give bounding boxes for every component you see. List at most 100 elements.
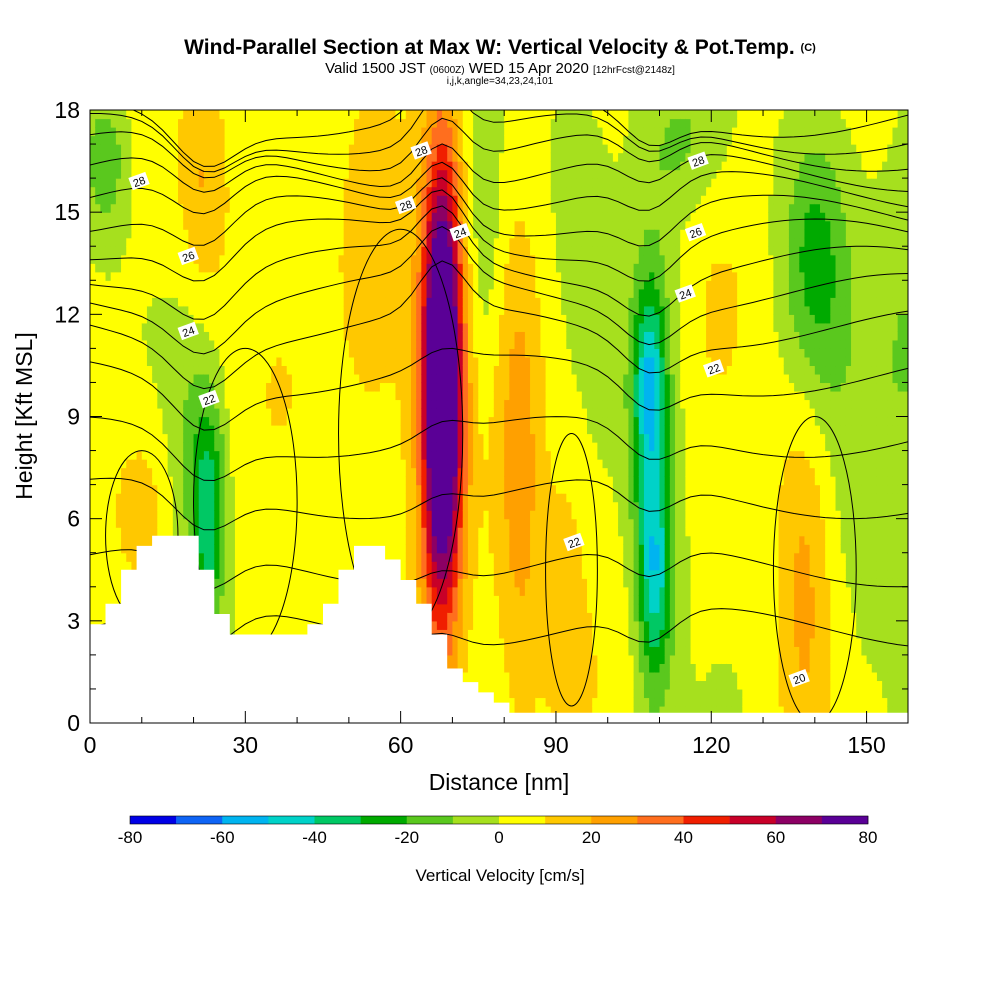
velocity-cell — [291, 135, 298, 145]
velocity-cell — [157, 237, 164, 247]
velocity-cell — [410, 459, 417, 469]
velocity-cell — [90, 314, 96, 324]
velocity-cell — [234, 314, 241, 324]
velocity-cell — [229, 127, 236, 137]
velocity-cell — [172, 467, 179, 477]
velocity-cell — [338, 297, 345, 307]
velocity-cell — [214, 544, 221, 554]
velocity-cell — [121, 314, 127, 324]
velocity-cell — [203, 433, 210, 443]
velocity-cell — [369, 271, 376, 281]
velocity-cell — [266, 603, 272, 613]
velocity-cell — [162, 416, 169, 426]
velocity-cell — [307, 527, 314, 537]
velocity-cell — [442, 110, 448, 120]
velocity-cell — [115, 246, 122, 256]
velocity-cell — [328, 527, 334, 537]
velocity-cell — [348, 510, 355, 520]
velocity-cell — [260, 442, 267, 452]
velocity-cell — [302, 603, 309, 613]
velocity-cell — [90, 544, 96, 554]
velocity-cell — [354, 442, 360, 452]
velocity-cell — [421, 382, 428, 392]
velocity-cell — [410, 501, 417, 511]
velocity-cell — [224, 561, 231, 571]
velocity-cell — [317, 518, 324, 528]
velocity-cell — [328, 373, 334, 384]
velocity-cell — [152, 390, 158, 401]
velocity-cell — [260, 127, 267, 137]
velocity-cell — [410, 390, 417, 401]
velocity-cell — [100, 271, 107, 281]
velocity-cell — [291, 322, 298, 332]
velocity-cell — [245, 365, 252, 375]
velocity-cell — [307, 561, 314, 571]
velocity-cell — [198, 229, 205, 239]
velocity-cell — [245, 305, 252, 315]
velocity-cell — [400, 229, 407, 239]
velocity-cell — [110, 348, 117, 358]
velocity-cell — [322, 280, 329, 290]
velocity-cell — [374, 493, 381, 503]
velocity-cell — [322, 220, 329, 230]
velocity-cell — [224, 425, 231, 435]
velocity-cell — [400, 442, 407, 452]
velocity-cell — [421, 578, 428, 588]
velocity-cell — [131, 305, 138, 315]
velocity-cell — [178, 212, 184, 222]
velocity-cell — [405, 297, 412, 307]
velocity-cell — [410, 433, 417, 443]
velocity-cell — [214, 450, 221, 460]
velocity-cell — [110, 561, 117, 571]
velocity-cell — [348, 314, 355, 324]
velocity-cell — [312, 118, 319, 128]
velocity-cell — [297, 331, 303, 341]
velocity-cell — [322, 493, 329, 503]
velocity-cell — [224, 476, 231, 486]
velocity-cell — [338, 442, 345, 452]
velocity-cell — [240, 501, 246, 511]
velocity-cell — [110, 322, 117, 332]
velocity-cell — [141, 229, 148, 239]
velocity-cell — [338, 305, 345, 315]
velocity-cell — [141, 442, 148, 452]
velocity-cell — [198, 356, 205, 367]
velocity-cell — [359, 169, 365, 179]
velocity-cell — [209, 135, 215, 145]
velocity-cell — [379, 450, 386, 460]
velocity-cell — [115, 365, 122, 375]
velocity-cell — [338, 195, 345, 205]
velocity-cell — [390, 510, 397, 520]
velocity-cell — [379, 399, 386, 409]
velocity-cell — [436, 144, 443, 154]
velocity-cell — [224, 373, 231, 384]
velocity-cell — [178, 407, 184, 418]
velocity-cell — [234, 382, 241, 392]
velocity-cell — [410, 450, 417, 460]
velocity-cell — [209, 450, 215, 460]
velocity-cell — [126, 535, 133, 545]
velocity-cell — [276, 450, 283, 460]
velocity-cell — [276, 365, 283, 375]
velocity-cell — [157, 263, 164, 273]
velocity-cell — [395, 433, 402, 443]
velocity-cell — [110, 569, 117, 579]
velocity-cell — [240, 195, 246, 205]
velocity-cell — [291, 356, 298, 367]
velocity-cell — [95, 399, 101, 409]
velocity-cell — [126, 501, 133, 511]
velocity-cell — [105, 476, 112, 486]
velocity-cell — [395, 399, 402, 409]
velocity-cell — [240, 425, 246, 435]
velocity-cell — [188, 373, 195, 384]
velocity-cell — [291, 161, 298, 171]
velocity-cell — [121, 561, 127, 571]
velocity-cell — [105, 118, 112, 128]
velocity-cell — [110, 407, 117, 418]
velocity-cell — [162, 425, 169, 435]
forecast-info: [12hrFcst@2148z] — [593, 65, 675, 76]
velocity-cell — [178, 433, 184, 443]
velocity-cell — [141, 127, 148, 137]
velocity-cell — [276, 169, 283, 179]
velocity-cell — [115, 263, 122, 273]
